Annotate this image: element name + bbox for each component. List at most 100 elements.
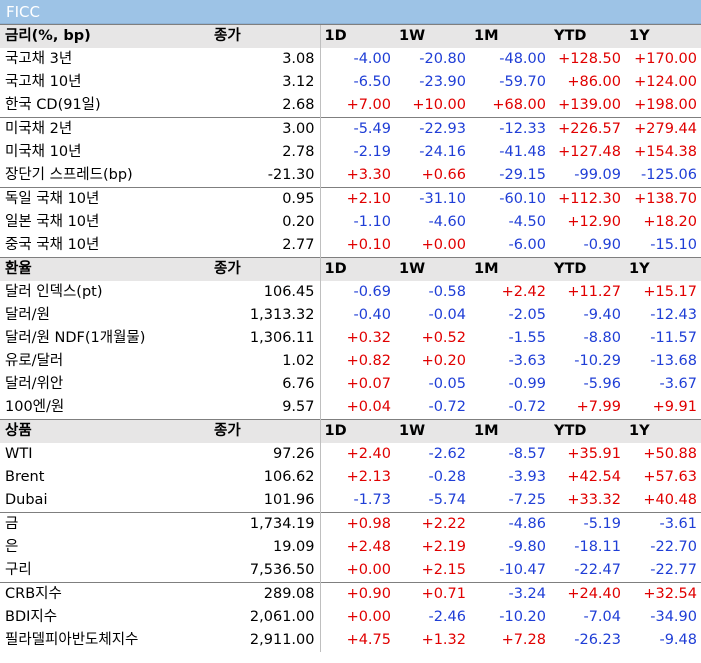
change-value: -99.09 <box>574 167 621 183</box>
row-label: 달러/원 <box>5 307 50 323</box>
change-value: +0.32 <box>346 330 391 346</box>
change-value: -12.33 <box>470 117 550 141</box>
table-row: 달러/위안 6.76 +0.07 -0.05 -0.99 -5.96 -3.67 <box>0 373 701 396</box>
change-value: -9.40 <box>583 307 621 323</box>
row-label: 미국채 10년 <box>5 144 82 160</box>
change-value: -0.58 <box>428 284 466 300</box>
close-value: 1,306.11 <box>210 327 321 350</box>
change-value: -4.86 <box>470 512 550 536</box>
change-value: -59.70 <box>499 74 546 90</box>
change-value: -60.10 <box>470 187 550 211</box>
change-value: +7.00 <box>346 97 391 113</box>
change-value: -8.80 <box>583 330 621 346</box>
row-label: 달러/원 NDF(1개월물) <box>5 330 146 346</box>
change-value: +33.32 <box>567 492 621 508</box>
row-label: 필라델피아반도체지수 <box>5 632 139 648</box>
change-value: -4.00 <box>353 51 391 67</box>
change-value: -2.46 <box>428 609 466 625</box>
change-value: -125.06 <box>641 167 697 183</box>
change-value: -34.90 <box>650 609 697 625</box>
close-value: 19.09 <box>210 536 321 559</box>
close-value: 3.12 <box>210 71 321 94</box>
change-value: -5.96 <box>583 376 621 392</box>
close-column-header: 종가 <box>210 24 320 48</box>
change-value: +138.70 <box>625 187 701 211</box>
close-value: 1,734.19 <box>210 512 321 536</box>
change-value: +170.00 <box>634 51 697 67</box>
close-value: 2.77 <box>210 234 321 258</box>
change-value: -18.11 <box>574 539 621 555</box>
change-value: -0.90 <box>583 237 621 253</box>
change-value: +2.19 <box>421 539 466 555</box>
period-column-header: 1Y <box>625 257 701 281</box>
section-title: 환율 <box>0 257 210 281</box>
change-value: -9.80 <box>508 539 546 555</box>
change-value: +2.42 <box>501 284 546 300</box>
table-row: 일본 국채 10년 0.20 -1.10 -4.60 -4.50 +12.90 +18.20 <box>0 211 701 234</box>
close-value: 3.08 <box>210 48 321 71</box>
row-label: 은 <box>5 539 19 555</box>
row-label: 구리 <box>5 562 32 578</box>
row-label: WTI <box>5 446 33 462</box>
table-row: WTI 97.26 +2.40 -2.62 -8.57 +35.91 +50.88 <box>0 443 701 466</box>
change-value: +198.00 <box>634 97 697 113</box>
change-value: +40.48 <box>643 492 697 508</box>
section-header-row: 금리(%, bp) 종가 1D 1W 1M YTD 1Y <box>0 24 701 48</box>
change-value: +4.75 <box>346 632 391 648</box>
table-row: 중국 국채 10년 2.77 +0.10 +0.00 -6.00 -0.90 -15.10 <box>0 234 701 258</box>
change-value: -31.10 <box>395 187 470 211</box>
change-value: +0.00 <box>421 237 466 253</box>
row-label: 미국채 2년 <box>0 117 210 141</box>
change-value: +68.00 <box>492 97 546 113</box>
row-label: 금 <box>0 512 210 536</box>
table-row: 국고채 3년 3.08 -4.00 -20.80 -48.00 +128.50 +170.0… <box>0 48 701 71</box>
table-row: 달러/원 NDF(1개월물) 1,306.11 +0.32 +0.52 -1.55 -8.… <box>0 327 701 350</box>
change-value: +42.54 <box>567 469 621 485</box>
period-column-header: 1D <box>319 419 395 443</box>
row-label: Brent <box>5 469 45 485</box>
section-header-row: 환율 종가 1D 1W 1M YTD 1Y <box>0 257 701 281</box>
change-value: +2.15 <box>421 562 466 578</box>
row-label: 중국 국채 10년 <box>5 237 100 253</box>
change-value: +12.90 <box>567 214 621 230</box>
change-value: -10.47 <box>499 562 546 578</box>
row-label: 국고채 10년 <box>5 74 82 90</box>
change-value: -2.05 <box>508 307 546 323</box>
close-value: 289.08 <box>210 582 321 606</box>
change-value: -4.60 <box>428 214 466 230</box>
change-value: -13.68 <box>650 353 697 369</box>
change-value: -0.04 <box>428 307 466 323</box>
table-row: 독일 국채 10년 0.95 +2.10 -31.10 -60.10 +112.30 +13… <box>0 187 701 211</box>
table-row: 구리 7,536.50 +0.00 +2.15 -10.47 -22.47 -22.77 <box>0 559 701 583</box>
table-row: 한국 CD(91일) 2.68 +7.00 +10.00 +68.00 +139.00 +1… <box>0 94 701 118</box>
change-value: -10.29 <box>574 353 621 369</box>
change-value: -0.72 <box>508 399 546 415</box>
change-value: -1.10 <box>353 214 391 230</box>
change-value: -11.57 <box>650 330 697 346</box>
ficc-table: 금리(%, bp) 종가 1D 1W 1M YTD 1Y 국고채 3년 3.08 -4.00 -20… <box>0 24 701 652</box>
change-value: -41.48 <box>499 144 546 160</box>
period-column-header: YTD <box>550 257 625 281</box>
close-value: 2.78 <box>210 141 321 164</box>
period-column-header: 1W <box>395 24 470 48</box>
close-value: -21.30 <box>210 164 321 188</box>
change-value: +128.50 <box>558 51 621 67</box>
change-value: +279.44 <box>625 117 701 141</box>
change-value: +124.00 <box>634 74 697 90</box>
change-value: -20.80 <box>419 51 466 67</box>
change-value: -3.61 <box>625 512 701 536</box>
change-value: -22.93 <box>395 117 470 141</box>
row-label: CRB지수 <box>0 582 210 606</box>
table-row: 달러/원 1,313.32 -0.40 -0.04 -2.05 -9.40 -12.43 <box>0 304 701 327</box>
change-value: +0.71 <box>395 582 470 606</box>
period-column-header: 1M <box>470 24 550 48</box>
section-header-row: 상품 종가 1D 1W 1M YTD 1Y <box>0 419 701 443</box>
table-row: 필라델피아반도체지수 2,911.00 +4.75 +1.32 +7.28 -26.23 -… <box>0 629 701 652</box>
row-label: BDI지수 <box>5 609 58 625</box>
change-value: +10.00 <box>412 97 466 113</box>
section-title: 금리(%, bp) <box>0 24 210 48</box>
change-value: -3.24 <box>470 582 550 606</box>
table-row: BDI지수 2,061.00 +0.00 -2.46 -10.20 -7.04 -34.90 <box>0 606 701 629</box>
change-value: +50.88 <box>643 446 697 462</box>
